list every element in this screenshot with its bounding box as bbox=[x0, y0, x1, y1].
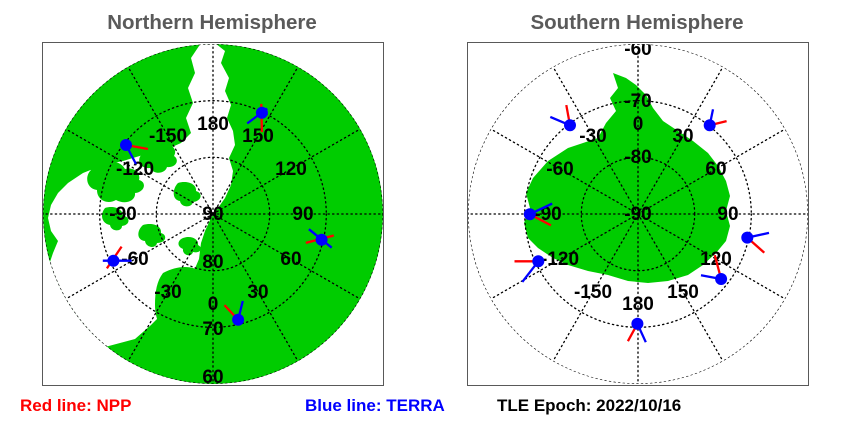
svg-text:80: 80 bbox=[202, 252, 223, 273]
svg-text:60: 60 bbox=[280, 249, 301, 270]
svg-text:180: 180 bbox=[622, 294, 654, 315]
svg-text:0: 0 bbox=[208, 294, 219, 315]
svg-text:70: 70 bbox=[202, 319, 223, 340]
svg-text:-120: -120 bbox=[541, 249, 579, 270]
svg-text:-150: -150 bbox=[574, 282, 612, 303]
svg-text:-90: -90 bbox=[109, 204, 136, 225]
svg-text:60: 60 bbox=[705, 159, 726, 180]
svg-text:120: 120 bbox=[275, 159, 307, 180]
svg-text:90: 90 bbox=[717, 204, 738, 225]
svg-text:30: 30 bbox=[672, 126, 693, 147]
svg-text:-30: -30 bbox=[154, 282, 181, 303]
svg-text:-70: -70 bbox=[624, 91, 651, 112]
svg-text:150: 150 bbox=[667, 282, 699, 303]
svg-text:-80: -80 bbox=[624, 147, 651, 168]
svg-text:0: 0 bbox=[633, 114, 644, 135]
svg-text:180: 180 bbox=[197, 114, 229, 135]
svg-text:90: 90 bbox=[292, 204, 313, 225]
svg-text:30: 30 bbox=[247, 282, 268, 303]
svg-text:-30: -30 bbox=[579, 126, 606, 147]
svg-text:-90: -90 bbox=[534, 204, 561, 225]
svg-text:-60: -60 bbox=[546, 159, 573, 180]
svg-text:-60: -60 bbox=[121, 249, 148, 270]
svg-text:60: 60 bbox=[202, 367, 223, 385]
svg-text:150: 150 bbox=[242, 126, 274, 147]
svg-text:-90: -90 bbox=[624, 204, 651, 225]
svg-text:-150: -150 bbox=[149, 126, 187, 147]
svg-text:-60: -60 bbox=[624, 43, 651, 60]
svg-text:90: 90 bbox=[202, 204, 223, 225]
